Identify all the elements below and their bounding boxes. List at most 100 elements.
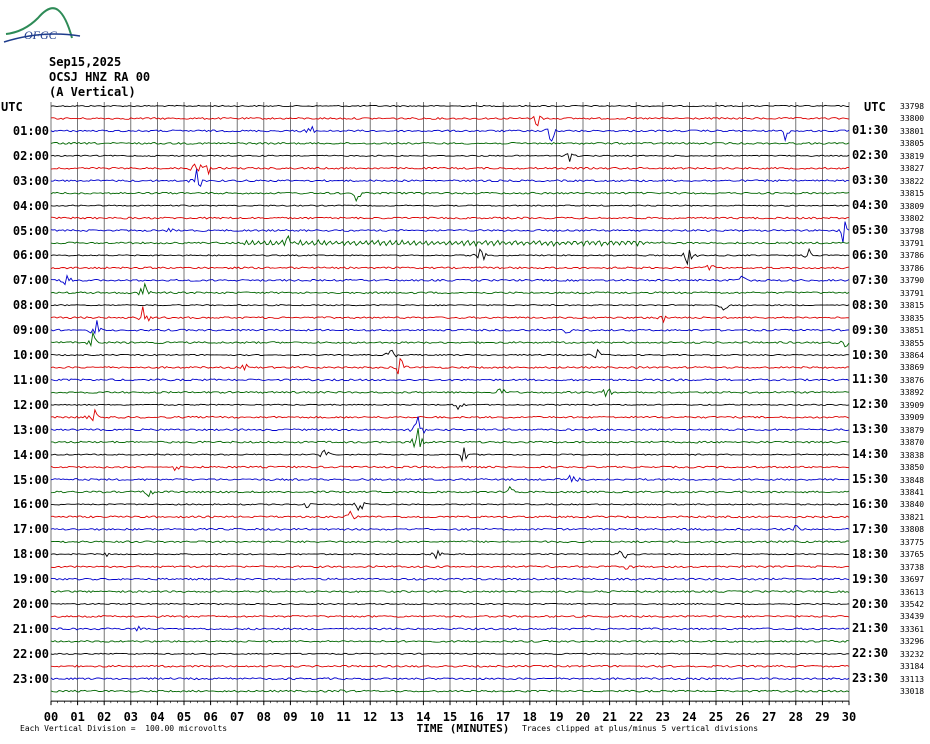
trace-count: 33821 (900, 512, 925, 522)
trace-count: 33892 (900, 388, 925, 398)
hour-label-left: 18:00 (12, 547, 49, 562)
hour-label-right: 11:30 (852, 372, 889, 387)
trace-count: 33800 (900, 114, 925, 124)
hour-label-left: 11:00 (12, 372, 49, 387)
trace-32 (51, 501, 850, 512)
trace-46 (50, 677, 850, 681)
trace-20 (50, 348, 850, 359)
trace-27 (51, 428, 850, 449)
xaxis-tick-label: 06 (203, 710, 218, 724)
hour-label-left: 16:00 (12, 497, 49, 512)
trace-count: 33848 (900, 475, 925, 485)
trace-0 (50, 104, 850, 108)
trace-count: 33838 (900, 450, 925, 460)
trace-count: 33851 (900, 326, 925, 336)
trace-35 (50, 540, 850, 544)
trace-count: 33791 (900, 288, 925, 298)
hour-label-right: 01:30 (852, 123, 889, 138)
trace-count: 33232 (900, 649, 925, 659)
trace-12 (50, 247, 850, 266)
trace-42 (50, 625, 850, 632)
trace-9 (50, 216, 850, 220)
xaxis-tick-label: 07 (229, 710, 245, 724)
trace-count: 33439 (900, 612, 925, 622)
trace-count: 33809 (900, 201, 925, 211)
hour-label-right: 08:30 (852, 297, 889, 312)
trace-30 (50, 474, 849, 483)
hour-label-right: 02:30 (852, 148, 889, 163)
header-station: OCSJ HNZ RA 00 (49, 70, 151, 84)
hour-label-right: 10:30 (852, 347, 889, 362)
trace-count: 33697 (900, 575, 925, 585)
hour-label-left: 09:00 (12, 323, 49, 338)
trace-count: 33876 (900, 375, 925, 385)
logo-mountain-icon (3, 7, 81, 43)
trace-23 (50, 388, 850, 398)
xaxis-tick-label: 27 (761, 710, 777, 724)
trace-count: 33815 (900, 189, 925, 199)
xaxis-tick-label: 14 (416, 710, 431, 724)
trace-3 (50, 141, 850, 145)
header-component: (A Vertical) (49, 85, 136, 99)
trace-28 (50, 447, 850, 463)
xaxis-tick-label: 02 (96, 710, 112, 724)
hour-label-left: 22:00 (12, 646, 49, 661)
utc-label-left: UTC (1, 100, 23, 114)
hour-label-right: 16:30 (852, 496, 889, 511)
xaxis-title: TIME (MINUTES) (416, 722, 510, 735)
xaxis-tick-label: 24 (682, 710, 697, 724)
xaxis-tick-label: 05 (176, 710, 192, 724)
trace-31 (50, 485, 850, 498)
hour-label-left: 01:00 (12, 123, 49, 138)
trace-count: 33790 (900, 276, 925, 286)
trace-22 (50, 378, 850, 382)
trace-33 (50, 510, 850, 520)
hour-label-left: 19:00 (12, 572, 49, 587)
xaxis-tick-label: 04 (150, 710, 165, 724)
hour-label-left: 17:00 (12, 522, 49, 537)
hour-label-right: 21:30 (852, 621, 889, 636)
hour-label-left: 02:00 (12, 148, 49, 163)
trace-count: 33870 (900, 438, 925, 448)
hour-label-right: 06:30 (852, 247, 889, 262)
hour-label-right: 20:30 (852, 596, 889, 611)
trace-41 (50, 615, 850, 618)
trace-17 (50, 306, 850, 324)
logo-text: OFGC (24, 28, 57, 42)
trace-count: 33798 (900, 226, 925, 236)
xaxis-tick-label: 09 (283, 710, 298, 724)
trace-count: 33815 (900, 301, 925, 311)
trace-44 (50, 652, 850, 655)
trace-2 (50, 125, 850, 143)
xaxis-tick-label: 23 (655, 710, 671, 724)
hour-label-left: 15:00 (12, 472, 49, 487)
trace-8 (50, 204, 850, 207)
hour-label-left: 04:00 (12, 198, 49, 213)
trace-count: 33802 (900, 214, 925, 224)
trace-34 (50, 524, 850, 531)
xaxis-tick-label: 15 (442, 710, 458, 724)
trace-16 (50, 304, 850, 311)
trace-count: 33613 (900, 587, 925, 597)
hour-label-right: 04:30 (852, 198, 889, 213)
trace-count: 33113 (900, 674, 925, 684)
trace-25 (50, 408, 850, 422)
xaxis-tick-label: 17 (495, 710, 511, 724)
xaxis-tick-label: 01 (70, 710, 85, 724)
trace-count: 33909 (900, 400, 925, 410)
trace-14 (50, 274, 850, 286)
trace-count: 33827 (900, 164, 925, 174)
trace-40 (50, 602, 850, 606)
trace-count: 33909 (900, 413, 925, 423)
xaxis-tick-label: 08 (256, 710, 272, 724)
footer-scale: Each Vertical Division = 100.00 microvol… (20, 724, 228, 733)
hour-label-left: 06:00 (12, 248, 49, 263)
hour-label-left: 10:00 (12, 348, 49, 362)
trace-37 (50, 565, 850, 570)
footer-clip-note: Traces clipped at plus/minus 5 vertical … (522, 724, 759, 733)
trace-11 (50, 234, 850, 248)
trace-1 (50, 115, 850, 127)
trace-19 (50, 330, 850, 348)
trace-47 (50, 689, 850, 693)
